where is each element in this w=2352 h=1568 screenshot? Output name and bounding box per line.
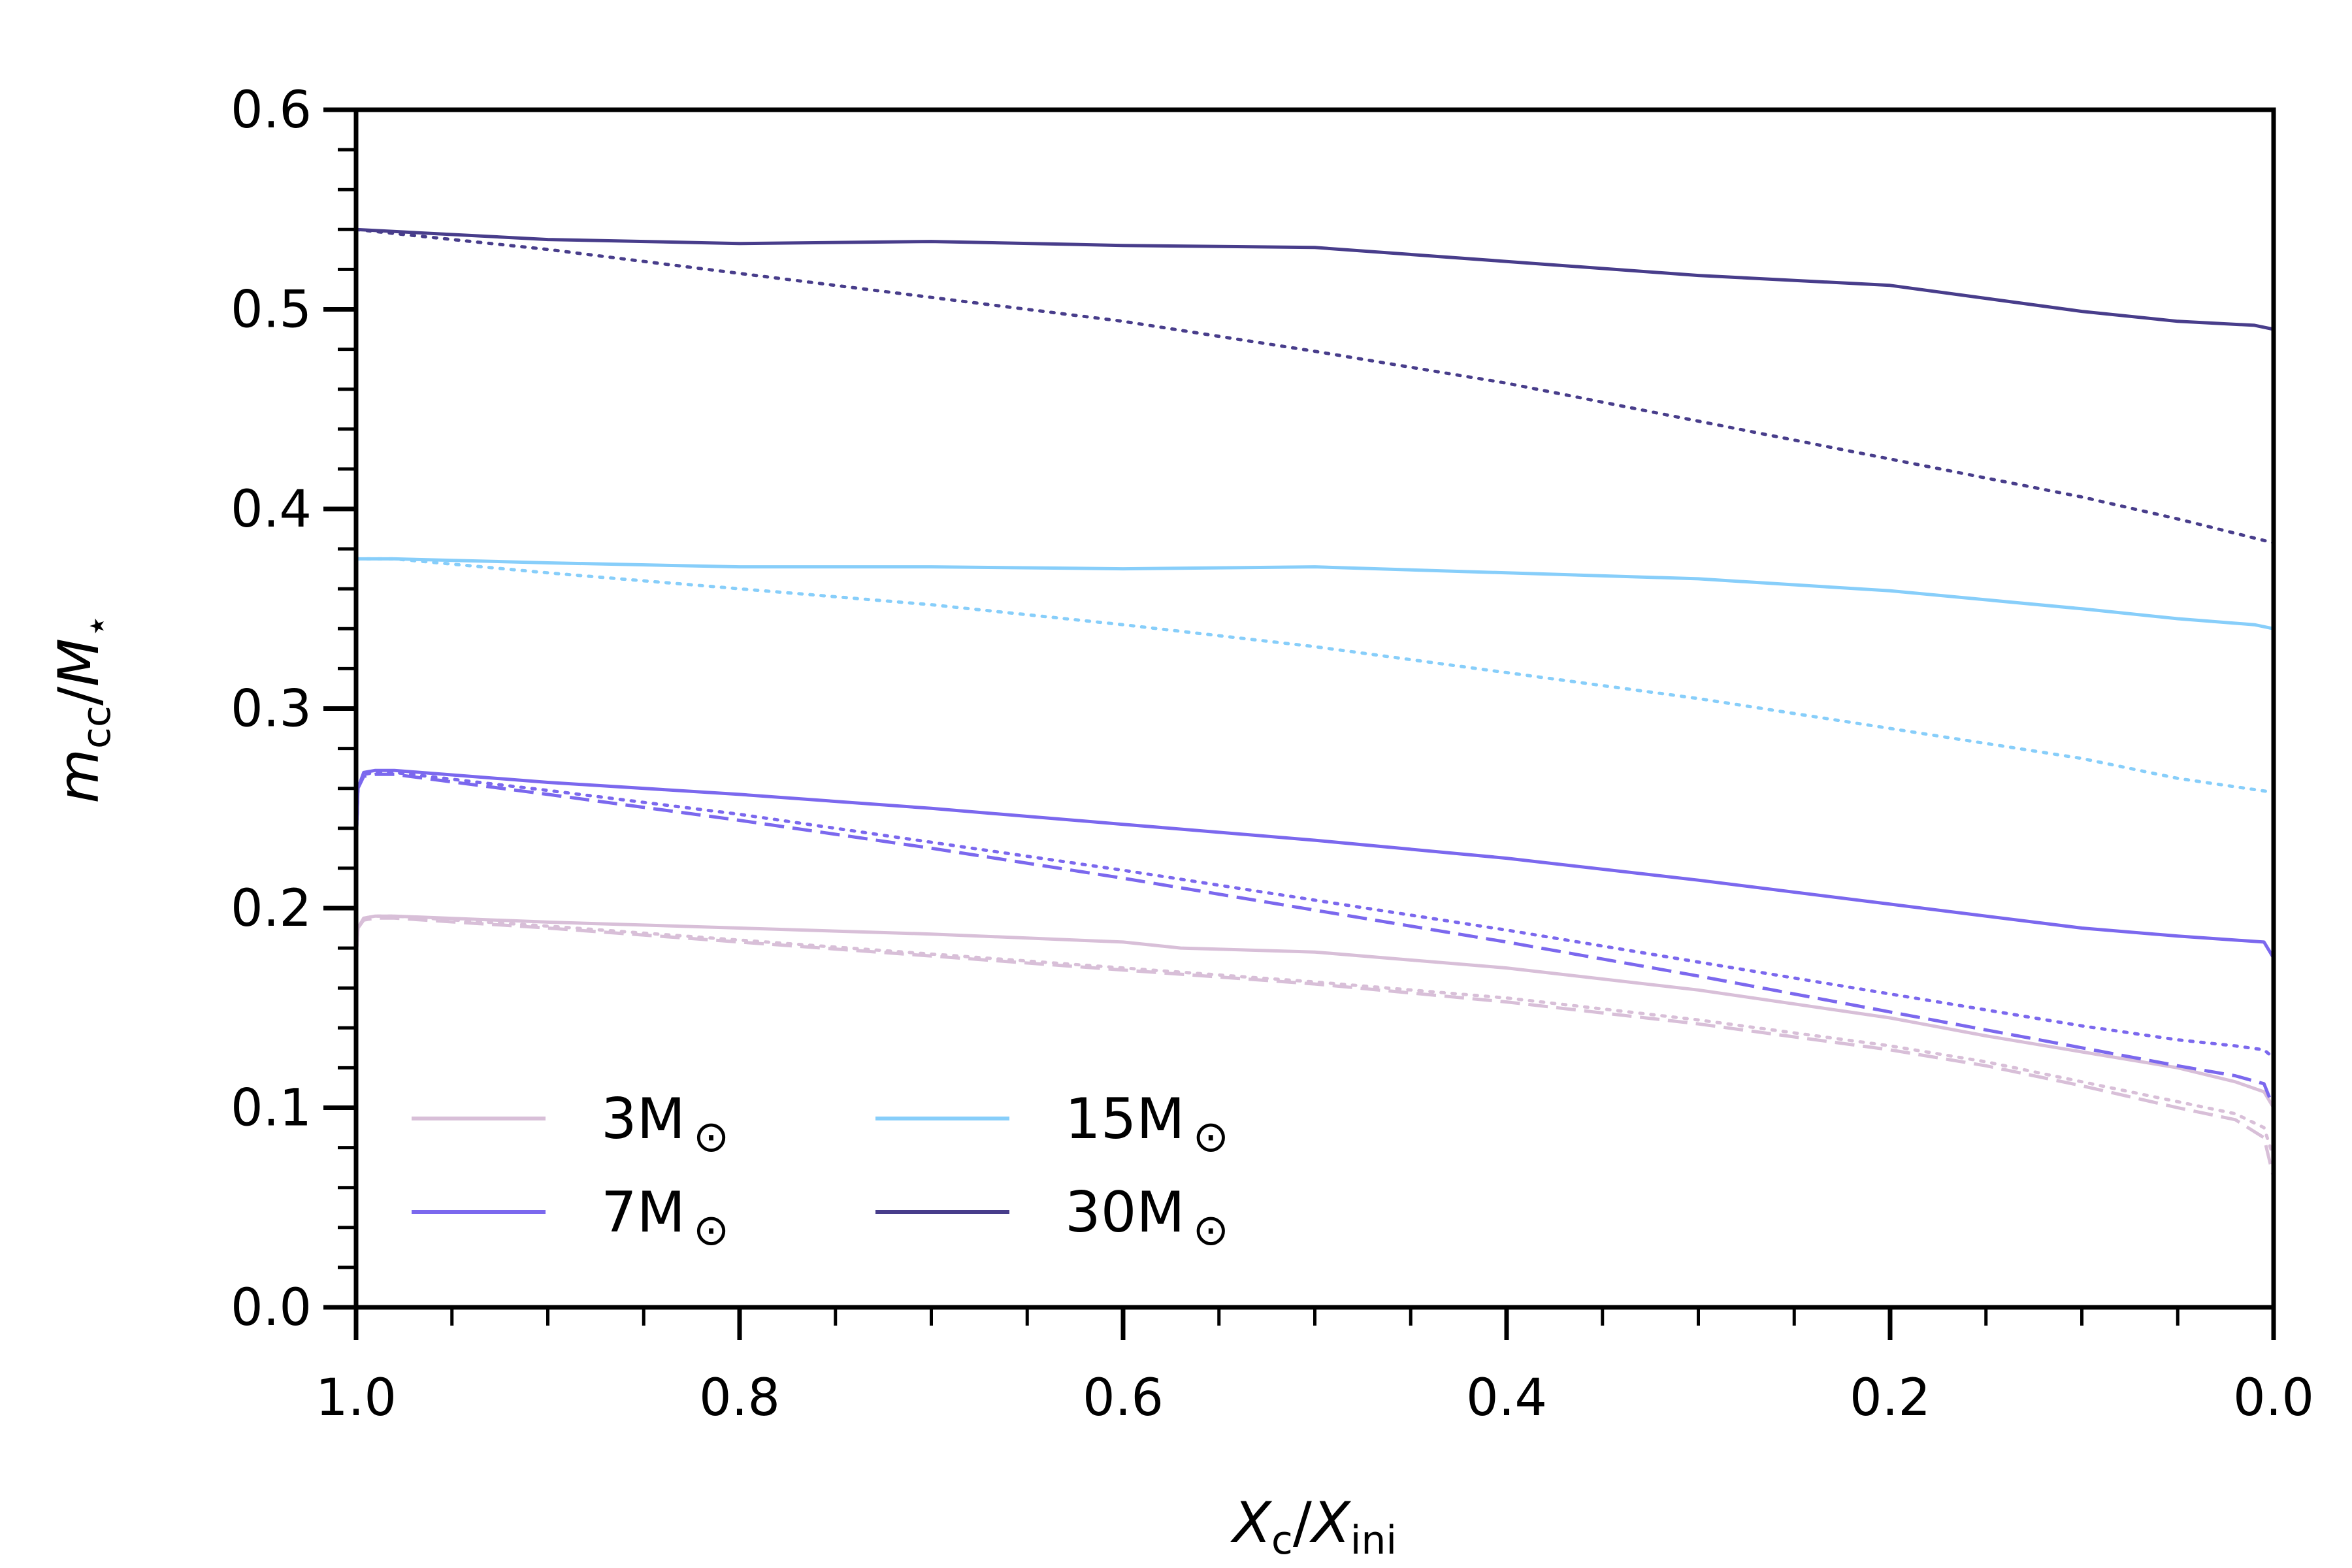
series-line-7m-dotted xyxy=(354,770,2276,1060)
series-line-7m-dashed xyxy=(354,772,2276,1109)
x-tick-label: 0.0 xyxy=(2233,1369,2314,1428)
legend-entry-30m: 30M ⊙ xyxy=(875,1180,1229,1255)
legend-label: 7M ⊙ xyxy=(601,1180,729,1255)
series-line-7m-solid xyxy=(354,768,2276,959)
series-line-30m-dotted xyxy=(354,227,2276,545)
series-line-30m-solid xyxy=(355,227,2274,331)
legend-label: 15M ⊙ xyxy=(1065,1086,1229,1162)
series-line-15m-dotted xyxy=(354,557,2276,794)
series-line-3m-dotted xyxy=(354,914,2276,1160)
x-tick-label: 0.2 xyxy=(1850,1369,1931,1428)
legend-label: 3M ⊙ xyxy=(601,1086,729,1162)
x-axis-label: Xc/Xini xyxy=(1230,1490,1397,1563)
y-tick-label: 0.1 xyxy=(231,1079,312,1138)
y-tick-label: 0.2 xyxy=(231,879,312,938)
x-tick-label: 1.0 xyxy=(316,1369,397,1428)
legend: 3M ⊙ 7M ⊙ 15M ⊙ 30M ⊙ xyxy=(412,1086,1229,1255)
y-tick-label: 0.0 xyxy=(231,1279,312,1337)
series-lines xyxy=(354,227,2276,1178)
legend-label: 30M ⊙ xyxy=(1065,1180,1229,1255)
legend-entry-3m: 3M ⊙ xyxy=(412,1086,729,1162)
y-tick-label: 0.4 xyxy=(231,480,312,539)
series-line-15m-solid xyxy=(356,557,2274,630)
y-tick-label: 0.6 xyxy=(231,81,312,140)
x-tick-label: 0.8 xyxy=(699,1369,780,1428)
legend-entry-7m: 7M ⊙ xyxy=(412,1180,729,1255)
x-tick-label: 0.4 xyxy=(1466,1369,1547,1428)
axis-ticks xyxy=(323,107,2276,1340)
legend-entry-15m: 15M ⊙ xyxy=(875,1086,1229,1162)
axis-tick-labels: 1.0 0.8 0.6 0.4 0.2 0.0 0.0 0.1 0.2 0.3 0.4 0.5 0.6 xyxy=(231,81,2314,1428)
x-tick-label: 0.6 xyxy=(1083,1369,1164,1428)
series-line-3m-solid xyxy=(354,914,2276,1109)
axis-labels: Xc/Xini mcc/M⋆ xyxy=(46,613,1397,1563)
y-tick-label: 0.3 xyxy=(231,680,312,739)
y-tick-label: 0.5 xyxy=(231,281,312,340)
series-line-3m-dashed xyxy=(354,916,2276,1178)
y-axis-label: mcc/M⋆ xyxy=(46,613,120,804)
